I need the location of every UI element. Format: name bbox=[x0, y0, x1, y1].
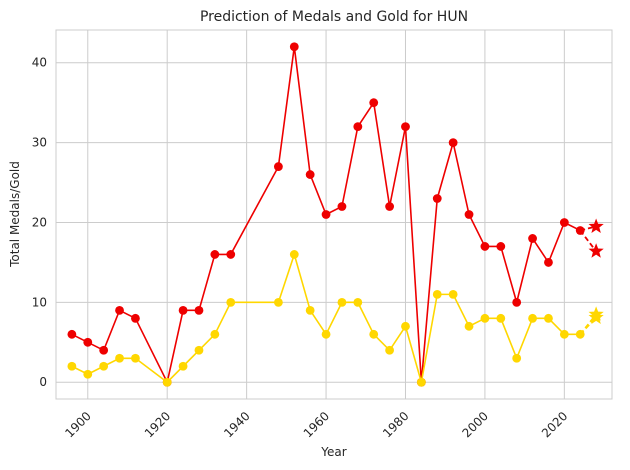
data-point bbox=[369, 329, 379, 339]
data-point bbox=[305, 170, 315, 179]
data-point bbox=[210, 329, 220, 339]
prediction-star bbox=[588, 309, 604, 324]
x-axis-label: Year bbox=[320, 445, 346, 459]
data-point bbox=[131, 353, 140, 363]
x-tick-label: 1980 bbox=[380, 409, 411, 440]
data-point bbox=[83, 337, 93, 347]
data-point bbox=[401, 321, 410, 331]
series-layer bbox=[67, 42, 604, 387]
prediction-star bbox=[588, 218, 604, 233]
data-point bbox=[162, 377, 172, 387]
prediction-star bbox=[588, 243, 604, 258]
data-point bbox=[67, 361, 77, 371]
data-point bbox=[432, 194, 442, 203]
data-point bbox=[321, 210, 331, 219]
data-point bbox=[480, 242, 490, 251]
data-point bbox=[226, 297, 236, 307]
chart-title: Prediction of Medals and Gold for HUN bbox=[200, 9, 468, 25]
y-tick-label: 40 bbox=[32, 56, 47, 70]
data-point bbox=[512, 297, 522, 307]
data-point bbox=[559, 218, 569, 227]
x-tick-label: 2000 bbox=[460, 409, 491, 440]
data-point bbox=[353, 122, 363, 132]
data-point bbox=[131, 313, 140, 323]
data-point bbox=[353, 297, 363, 307]
prediction-line bbox=[580, 225, 597, 232]
data-point bbox=[83, 369, 93, 379]
data-point bbox=[416, 377, 426, 387]
data-point bbox=[337, 202, 347, 211]
data-point bbox=[496, 313, 506, 323]
data-point bbox=[369, 98, 379, 108]
data-point bbox=[115, 305, 124, 315]
y-tick-label: 10 bbox=[32, 295, 47, 309]
data-point bbox=[178, 361, 188, 371]
x-tick-label: 1940 bbox=[221, 409, 252, 440]
data-point bbox=[274, 162, 283, 171]
data-point bbox=[67, 329, 77, 339]
data-point bbox=[321, 329, 331, 339]
series-line-0 bbox=[71, 46, 581, 385]
grid-layer bbox=[56, 30, 612, 399]
data-point bbox=[194, 305, 204, 315]
data-point bbox=[496, 242, 506, 251]
data-point bbox=[464, 321, 474, 331]
data-point bbox=[432, 289, 442, 299]
data-point bbox=[448, 138, 458, 148]
data-point bbox=[226, 250, 236, 259]
data-point bbox=[401, 122, 410, 132]
data-point bbox=[544, 313, 553, 323]
data-point bbox=[99, 345, 109, 355]
data-point bbox=[194, 345, 204, 355]
series-line-1 bbox=[71, 251, 581, 384]
y-tick-label: 20 bbox=[32, 215, 47, 229]
x-tick-label: 1960 bbox=[301, 409, 332, 440]
data-point bbox=[544, 258, 553, 267]
y-axis-label: Total Medals/Gold bbox=[8, 161, 22, 268]
y-tick-label: 0 bbox=[39, 375, 47, 389]
data-point bbox=[289, 42, 299, 52]
x-tick-label: 1900 bbox=[62, 409, 93, 440]
y-tick-label: 30 bbox=[32, 136, 47, 150]
plot-area bbox=[55, 29, 613, 400]
data-point bbox=[528, 313, 537, 323]
data-point bbox=[305, 305, 315, 315]
data-point bbox=[289, 250, 299, 259]
data-point bbox=[178, 305, 188, 315]
x-tick-label: 2020 bbox=[539, 409, 570, 440]
data-point bbox=[210, 250, 220, 259]
data-point bbox=[480, 313, 490, 323]
x-tick-label: 1920 bbox=[142, 409, 173, 440]
data-point bbox=[528, 234, 537, 243]
data-point bbox=[448, 289, 458, 299]
prediction-line bbox=[579, 229, 597, 252]
data-point bbox=[464, 210, 474, 219]
data-point bbox=[115, 353, 124, 363]
data-point bbox=[559, 329, 569, 339]
data-point bbox=[337, 297, 347, 307]
data-point bbox=[99, 361, 109, 371]
data-point bbox=[512, 353, 522, 363]
data-point bbox=[385, 345, 394, 355]
data-point bbox=[274, 297, 283, 307]
data-point bbox=[385, 202, 394, 211]
